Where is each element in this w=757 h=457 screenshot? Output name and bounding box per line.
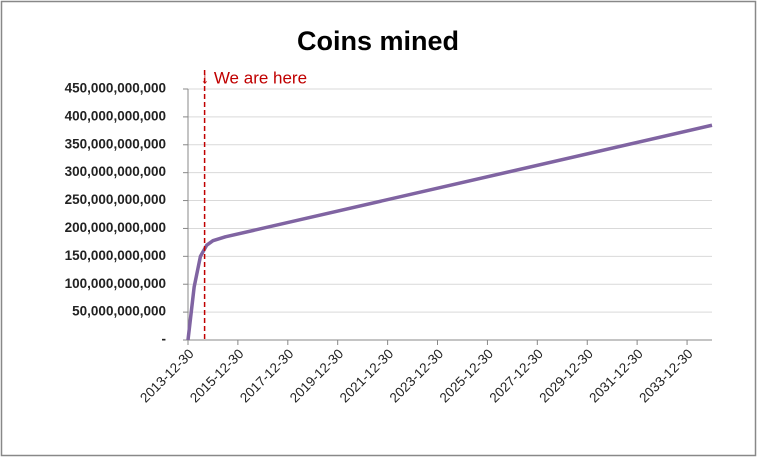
y-tick-label: 450,000,000,000: [65, 81, 166, 96]
y-tick-label: 100,000,000,000: [65, 276, 166, 291]
y-tick-label: 400,000,000,000: [65, 108, 166, 123]
chart-title: Coins mined: [297, 26, 459, 56]
y-tick-label: 50,000,000,000: [72, 304, 166, 319]
data-line: [186, 123, 713, 341]
y-tick-label: 300,000,000,000: [65, 164, 166, 179]
y-tick-label: 250,000,000,000: [65, 192, 166, 207]
y-tick-label: -: [162, 332, 167, 347]
y-tick-label: 350,000,000,000: [65, 136, 166, 151]
annotation-text: ↓ We are here: [201, 68, 307, 87]
y-tick-label: 200,000,000,000: [65, 220, 166, 235]
y-tick-label: 150,000,000,000: [65, 248, 166, 263]
